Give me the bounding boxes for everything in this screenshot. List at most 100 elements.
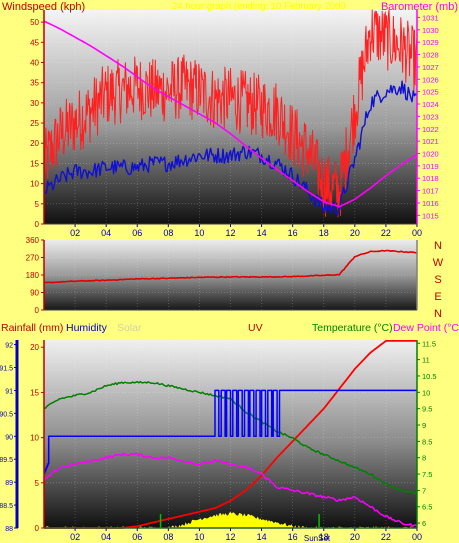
baro-y-tick-label-4: 1019 — [422, 162, 439, 171]
rain-x-tick-label-11: 00 — [412, 532, 422, 542]
temp-y-tick-label-9: 10.5 — [422, 372, 437, 381]
baro-y-tick-label-16: 1031 — [422, 13, 439, 22]
humidity-y-label-3: 89.5 — [0, 457, 13, 464]
humidity-y-label-5: 90.5 — [0, 411, 13, 418]
wind-x-tick-label-2: 06 — [132, 228, 142, 238]
rain-y-tick-label-3: 15 — [30, 388, 39, 397]
rain-x-tick-label-4: 10 — [194, 532, 204, 542]
temperature-axis-title: Temperature (°C) — [312, 322, 393, 334]
dewpoint-axis-title: Dew Point (°C — [393, 322, 459, 334]
compass-label-0: N — [434, 240, 442, 252]
rain-y-tick-label-2: 10 — [30, 434, 39, 443]
series-avg — [43, 80, 418, 216]
humidity-y-label-2: 89 — [5, 480, 13, 487]
dir-y-tick-label-3: 270 — [26, 254, 40, 263]
compass-label-4: N — [434, 308, 442, 320]
baro-y-tick-label-14: 1029 — [422, 38, 439, 47]
temp-y-tick-label-6: 9 — [422, 421, 426, 430]
series-humidity — [44, 389, 417, 474]
dir-y-tick-label-2: 180 — [26, 271, 40, 280]
rain-x-tick-label-6: 14 — [257, 532, 267, 542]
wind-x-tick-label-9: 20 — [350, 228, 360, 238]
baro-y-tick-label-2: 1017 — [422, 187, 439, 196]
wind-x-tick-label-10: 22 — [381, 228, 391, 238]
humidity-y-label-6: 91 — [5, 388, 13, 395]
baro-y-tick-label-10: 1025 — [422, 88, 439, 97]
rain-x-tick-label-0: 02 — [70, 532, 80, 542]
wind-x-tick-label-0: 02 — [70, 228, 80, 238]
compass-label-2: S — [434, 274, 441, 286]
wind-y-tick-label-9: 45 — [30, 38, 39, 47]
series-solar — [44, 512, 417, 528]
wind-x-tick-label-3: 08 — [163, 228, 173, 238]
baro-y-tick-label-6: 1021 — [422, 137, 439, 146]
rain-x-tick-label-1: 04 — [101, 532, 111, 542]
series-baro — [43, 20, 418, 208]
temp-y-tick-label-11: 11.5 — [422, 339, 436, 348]
wind-x-tick-label-6: 14 — [257, 228, 267, 238]
wind-y-tick-label-7: 35 — [30, 79, 39, 88]
wind-x-tick-label-7: 16 — [288, 228, 298, 238]
wind-x-tick-label-11: 00 — [412, 228, 422, 238]
temp-y-tick-label-4: 8 — [422, 454, 426, 463]
baro-y-tick-label-12: 1027 — [422, 63, 439, 72]
wind-y-tick-label-0: 0 — [35, 220, 40, 229]
dir-y-tick-label-4: 360 — [26, 236, 40, 245]
humidity-y-label-0: 88 — [5, 526, 13, 533]
humidity-y-label-4: 90 — [5, 434, 13, 441]
wind-y-tick-label-1: 5 — [35, 200, 40, 209]
humidity-y-label-7: 91.5 — [0, 366, 13, 373]
baro-y-tick-label-9: 1024 — [422, 100, 439, 109]
rainfall-axis-title: Rainfall (mm) — [1, 322, 63, 334]
chart-title: 24 hour graph (ending: 10 February 2009 — [172, 1, 346, 12]
sunset-label: SunSet — [304, 534, 331, 543]
temp-y-tick-label-2: 7 — [422, 486, 426, 495]
dir-y-tick-label-1: 90 — [30, 289, 39, 298]
rain-x-tick-label-7: 16 — [288, 532, 298, 542]
series-gust — [43, 9, 418, 218]
rain-y-tick-label-1: 5 — [35, 479, 40, 488]
rain-x-tick-label-9: 20 — [350, 532, 360, 542]
humidity-y-label-8: 92 — [5, 343, 13, 350]
rain-y-tick-label-4: 20 — [30, 343, 39, 352]
baro-y-tick-label-7: 1022 — [422, 125, 439, 134]
rain-x-tick-label-5: 12 — [225, 532, 235, 542]
windspeed-axis-title: Windspeed (kph) — [2, 1, 85, 13]
wind-y-tick-label-3: 15 — [30, 159, 39, 168]
wind-x-tick-label-5: 12 — [225, 228, 235, 238]
wind-y-tick-label-8: 40 — [30, 58, 39, 67]
baro-y-tick-label-3: 1018 — [422, 174, 439, 183]
temp-y-tick-label-8: 10 — [422, 388, 430, 397]
rain-x-tick-label-3: 08 — [163, 532, 173, 542]
barometer-axis-title: Barometer (mb) — [381, 1, 458, 13]
wind-y-tick-label-2: 10 — [30, 180, 39, 189]
temp-y-tick-label-10: 11 — [422, 356, 430, 365]
temp-y-tick-label-0: 6 — [422, 519, 426, 528]
baro-y-tick-label-1: 1016 — [422, 199, 439, 208]
baro-y-tick-label-5: 1020 — [422, 149, 439, 158]
wind-y-tick-label-10: 50 — [30, 18, 39, 27]
baro-y-tick-label-11: 1026 — [422, 75, 439, 84]
series-dewpoint — [43, 452, 418, 528]
uv-axis-title: UV — [248, 322, 263, 334]
wind-x-tick-label-1: 04 — [101, 228, 111, 238]
wind-y-tick-label-6: 30 — [30, 99, 39, 108]
wind-x-tick-label-4: 10 — [194, 228, 204, 238]
humidity-axis-title: Humidity — [66, 322, 108, 334]
rain-x-tick-label-10: 22 — [381, 532, 391, 542]
rain-y-tick-label-0: 0 — [35, 524, 40, 533]
baro-y-tick-label-0: 1015 — [422, 211, 439, 220]
temp-y-tick-label-3: 7.5 — [422, 470, 432, 479]
baro-y-tick-label-13: 1028 — [422, 51, 439, 60]
compass-label-1: W — [433, 257, 444, 269]
temp-y-tick-label-1: 6.5 — [422, 503, 432, 512]
solar-axis-title: Solar — [117, 322, 142, 334]
rain-x-tick-label-8: 18 — [319, 532, 329, 542]
wind-y-tick-label-5: 25 — [30, 119, 39, 128]
temp-y-tick-label-5: 8.5 — [422, 437, 432, 446]
humidity-y-label-1: 88.5 — [0, 503, 13, 510]
dir-y-tick-label-0: 0 — [35, 306, 40, 315]
wind-x-tick-label-8: 18 — [319, 228, 329, 238]
